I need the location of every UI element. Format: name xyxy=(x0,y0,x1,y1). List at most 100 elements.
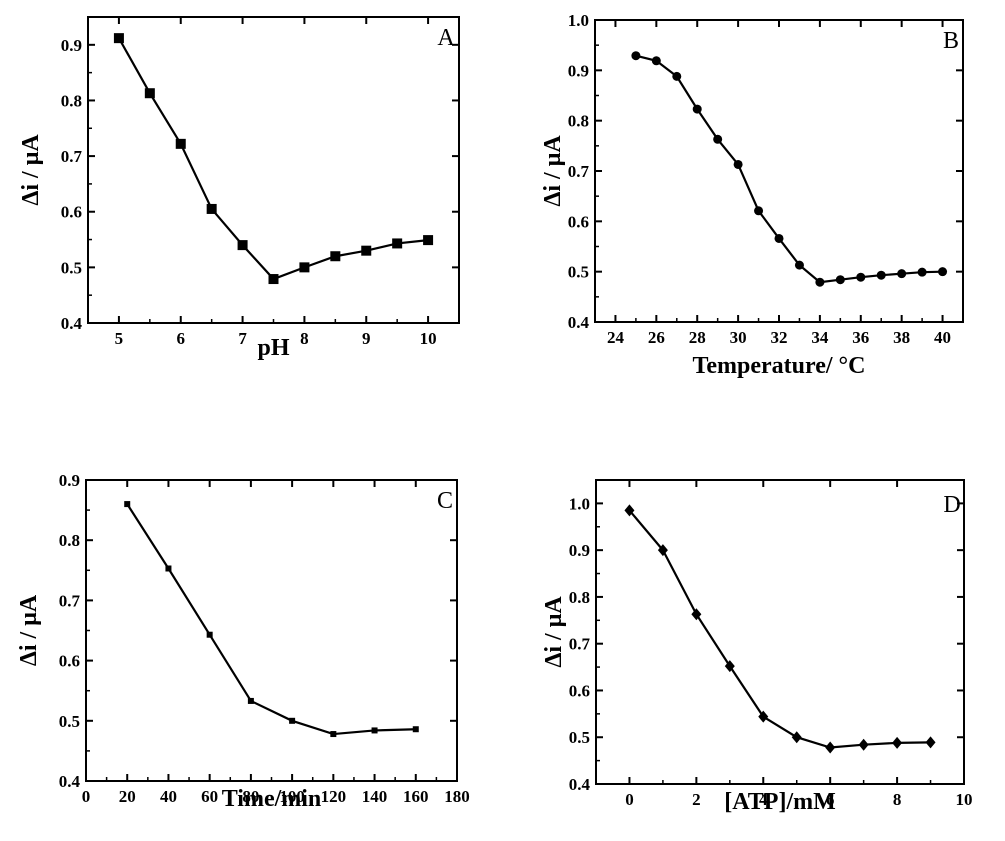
x-axis-title: [ATP]/mM xyxy=(724,789,836,815)
data-point xyxy=(165,565,172,572)
data-point xyxy=(206,203,217,214)
y-tick-label: 0.7 xyxy=(568,162,590,181)
panel-label: D xyxy=(943,492,960,518)
data-point xyxy=(858,738,869,751)
data-point xyxy=(113,33,124,44)
data-point xyxy=(938,267,948,277)
x-tick-label: 2 xyxy=(692,790,701,809)
x-tick-label: 30 xyxy=(730,328,747,347)
x-tick-label: 40 xyxy=(934,328,951,347)
series-line xyxy=(635,54,943,284)
data-point xyxy=(289,717,296,724)
data-point xyxy=(124,501,131,508)
data-point xyxy=(692,104,702,114)
data-point xyxy=(835,275,845,285)
x-tick-label: 5 xyxy=(115,329,124,348)
y-tick-label: 0.4 xyxy=(569,775,591,794)
x-tick-label: 180 xyxy=(444,787,470,806)
chart-panel-c: 0 20 40 60 80 100 120 140 160 180 0.4 0.5 0.6 0.7 0.8 0… xyxy=(16,471,470,812)
x-tick-label: 6 xyxy=(177,329,186,348)
y-tick-label: 0.6 xyxy=(61,203,82,222)
x-tick-label: 0 xyxy=(82,787,91,806)
data-point xyxy=(144,88,155,99)
x-tick-label: 26 xyxy=(648,328,665,347)
x-tick-label: 0 xyxy=(625,790,634,809)
y-tick-label: 0.7 xyxy=(569,635,591,654)
x-tick-label: 4 xyxy=(759,790,768,809)
y-axis-title: Δi / μA xyxy=(16,594,42,666)
data-point xyxy=(672,71,682,81)
y-tick-label: 0.4 xyxy=(61,314,83,333)
panel-label: B xyxy=(943,28,959,54)
chart-panel-b: 24 26 28 30 32 34 36 38 40 0.4 0.5 0.6 0.7 0.8 0.9 1.0 B… xyxy=(540,11,964,379)
x-tick-label: 8 xyxy=(893,790,902,809)
y-tick-label: 0.7 xyxy=(59,591,81,610)
panel-label: A xyxy=(437,25,455,51)
y-axis-title: Δi / μA xyxy=(18,134,44,206)
x-tick-label: 9 xyxy=(362,329,371,348)
x-tick-label: 160 xyxy=(403,787,429,806)
y-tick-label: 0.8 xyxy=(59,531,80,550)
y-tick-label: 0.6 xyxy=(59,652,80,671)
data-point xyxy=(657,544,668,557)
y-tick-label: 0.8 xyxy=(569,588,590,607)
x-tick-label: 100 xyxy=(279,787,305,806)
chart-panel-d: 0 2 4 6 8 10 0.4 0.5 0.6 0.7 0.8 0.9 1.0 D [ATP]/mM Δi … xyxy=(541,479,973,815)
x-tick-label: 80 xyxy=(242,787,259,806)
x-tick-label: 120 xyxy=(321,787,347,806)
data-point xyxy=(856,272,866,282)
data-point xyxy=(917,267,927,277)
x-tick-label: 10 xyxy=(420,329,437,348)
series-line xyxy=(628,509,931,749)
x-tick-label: 38 xyxy=(893,328,910,347)
data-point xyxy=(691,608,702,621)
x-axis-title: Time/min xyxy=(222,786,322,812)
y-tick-label: 0.9 xyxy=(568,61,589,80)
y-tick-label: 0.5 xyxy=(61,258,82,277)
y-tick-label: 0.8 xyxy=(568,112,589,131)
data-point xyxy=(713,134,723,144)
y-tick-label: 0.5 xyxy=(59,712,80,731)
x-tick-label: 8 xyxy=(300,329,309,348)
y-tick-label: 0.9 xyxy=(569,541,590,560)
y-axis-title: Δi / μA xyxy=(541,596,567,668)
y-tick-label: 0.7 xyxy=(61,147,83,166)
y-tick-label: 0.8 xyxy=(61,91,82,110)
x-tick-label: 32 xyxy=(771,328,788,347)
data-point xyxy=(268,274,279,285)
data-point xyxy=(175,138,186,149)
x-tick-label: 28 xyxy=(689,328,706,347)
x-axis-title: Temperature/ °C xyxy=(693,353,866,379)
data-point xyxy=(330,251,341,262)
y-tick-label: 1.0 xyxy=(569,494,590,513)
x-tick-label: 7 xyxy=(238,329,247,348)
data-point xyxy=(758,710,769,723)
data-point xyxy=(651,56,661,66)
panel-label: C xyxy=(437,488,453,514)
data-point xyxy=(794,260,804,270)
series-line xyxy=(117,37,429,281)
data-point xyxy=(423,235,434,246)
data-point xyxy=(237,240,248,251)
x-tick-label: 140 xyxy=(362,787,388,806)
y-tick-label: 0.6 xyxy=(568,212,589,231)
x-tick-label: 24 xyxy=(607,328,625,347)
data-point xyxy=(876,270,886,280)
y-axis-title: Δi / μA xyxy=(540,135,566,207)
data-point xyxy=(925,736,936,749)
data-point xyxy=(392,238,403,249)
data-point xyxy=(206,631,213,638)
data-point xyxy=(815,277,825,287)
x-tick-label: 40 xyxy=(160,787,177,806)
data-point xyxy=(247,697,254,704)
data-point xyxy=(774,233,784,243)
chart-panel-a: 5 6 7 8 9 10 0.4 0.5 0.6 0.7 0.8 0.9 ApH Δi / μA xyxy=(18,16,460,361)
y-tick-label: 0.5 xyxy=(568,263,589,282)
data-point xyxy=(892,736,903,749)
data-point xyxy=(724,660,735,673)
y-tick-label: 0.6 xyxy=(569,681,590,700)
x-tick-label: 10 xyxy=(956,790,973,809)
data-point xyxy=(299,262,310,273)
plot-frame xyxy=(594,19,964,323)
